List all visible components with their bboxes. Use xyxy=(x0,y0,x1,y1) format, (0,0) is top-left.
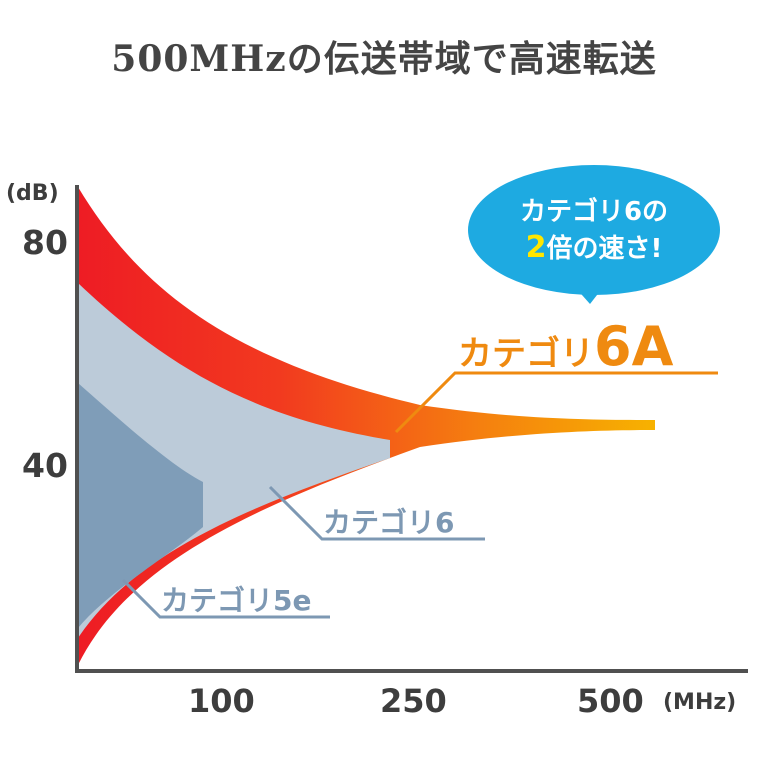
chart-title: 500MHzの伝送帯域で高速転送 xyxy=(111,38,657,80)
callout-bubble: カテゴリ6の 2倍の速さ! xyxy=(468,165,720,304)
series-label-cat5e: カテゴリ5e xyxy=(161,584,311,617)
callout-line2: 2倍の速さ! xyxy=(526,230,663,265)
x-tick-label: 500 xyxy=(577,682,644,720)
series-label-cat6a: カテゴリ6A xyxy=(458,315,674,378)
leader-cat6a xyxy=(394,371,718,434)
y-tick-label: 80 xyxy=(22,223,68,262)
band-cat6a xyxy=(78,187,655,665)
y-axis-unit: (dB) xyxy=(6,181,59,206)
series-label-cat6: カテゴリ6 xyxy=(323,506,454,539)
x-tick-label: 100 xyxy=(188,682,255,720)
band-cat5e xyxy=(78,383,203,628)
leader-cat5e xyxy=(121,578,330,619)
x-tick-label: 250 xyxy=(380,682,447,720)
y-tick-label: 40 xyxy=(22,446,68,485)
leader-cat6 xyxy=(268,485,485,541)
callout-line1: カテゴリ6の xyxy=(520,196,668,227)
x-axis-unit: (MHz) xyxy=(663,690,736,715)
